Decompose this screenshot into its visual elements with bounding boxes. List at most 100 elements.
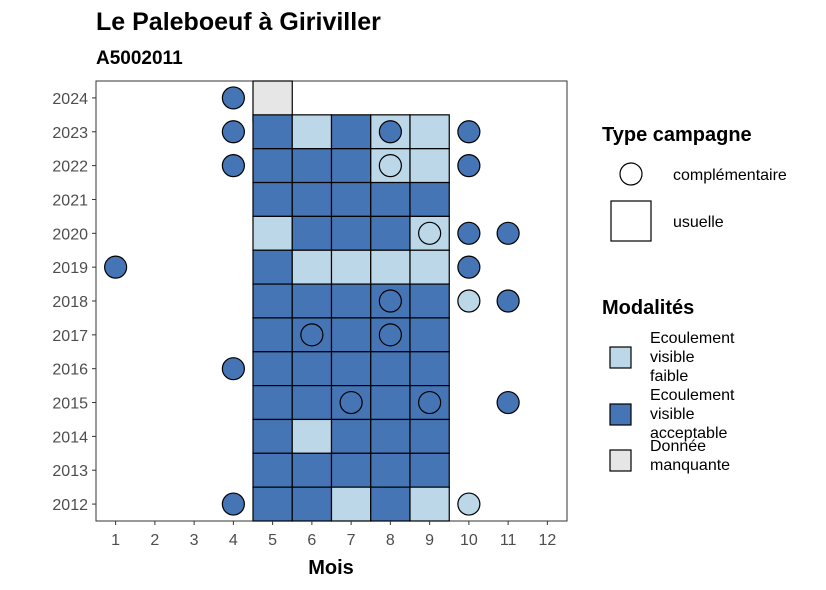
chart-subtitle: A5002011	[96, 48, 183, 69]
legend-label-circle: complémentaire	[673, 167, 787, 184]
point-2019-1	[104, 255, 128, 279]
y-tick-label-2022: 2022	[52, 159, 88, 176]
x-tick-label-8: 8	[386, 532, 395, 549]
legend-label-line: Ecoulement	[650, 387, 735, 404]
y-tick-label-2021: 2021	[52, 192, 88, 209]
x-tick-label-6: 6	[307, 532, 316, 549]
tiles-layer	[252, 80, 450, 522]
tile-2016-9	[409, 351, 450, 387]
tile-2014-8	[370, 418, 411, 454]
tile-2019-7	[330, 249, 372, 285]
tile-2014-9	[409, 418, 450, 454]
tile-2012-9	[409, 486, 450, 522]
legend-modalites: Modalités Ecoulement visible faibleEcoulem…	[602, 297, 735, 474]
legend-label-line: acceptable	[650, 425, 727, 442]
point-2015-11	[496, 390, 520, 415]
chart-title: Le Paleboeuf à Giriviller	[96, 8, 381, 36]
legend-label-square: usuelle	[673, 214, 724, 231]
legend-swatch-faible	[609, 346, 632, 369]
y-tick-label-2019: 2019	[52, 260, 88, 277]
tile-2023-9	[409, 114, 450, 150]
legend-label-acceptable: Ecoulement visible acceptable	[650, 387, 735, 442]
tile-2019-6	[291, 249, 333, 285]
y-axis: 2012 2013 2014 2015 2016 2017 2018 2019 2020 2021…	[52, 91, 96, 514]
tile-2019-5	[252, 249, 293, 285]
tile-2018-6	[291, 283, 333, 319]
tile-2017-7	[330, 317, 372, 353]
point-2012-10	[457, 492, 481, 516]
tile-2022-6	[291, 148, 333, 184]
point-2015-7	[339, 390, 363, 415]
tile-2022-5	[252, 148, 293, 184]
tile-2016-7	[330, 351, 372, 387]
points-layer	[104, 86, 520, 516]
point-2022-10	[457, 154, 481, 178]
y-tick-label-2020: 2020	[52, 226, 88, 243]
tile-2021-8	[370, 181, 411, 217]
legend-label-line: Donnée	[650, 438, 706, 455]
legend-label-line: manquante	[650, 457, 730, 474]
x-tick-label-9: 9	[425, 532, 434, 549]
point-2017-8	[378, 323, 402, 347]
tile-2016-6	[291, 351, 333, 387]
tile-2021-6	[291, 181, 333, 217]
point-2019-10	[457, 255, 481, 279]
point-2016-4	[221, 357, 245, 381]
tile-2012-7	[330, 486, 372, 522]
y-tick-label-2023: 2023	[52, 125, 88, 142]
y-tick-label-2012: 2012	[52, 497, 88, 514]
x-tick-label-10: 10	[460, 532, 478, 549]
tile-2013-6	[291, 452, 333, 488]
legend-swatch-acceptable	[609, 403, 632, 426]
x-tick-label-7: 7	[347, 532, 356, 549]
legend-label-line: faible	[650, 368, 688, 385]
tile-2016-5	[252, 351, 293, 387]
point-2017-6	[300, 323, 324, 347]
legend-key-square	[610, 200, 652, 242]
tile-2014-7	[330, 418, 372, 454]
tile-2015-8	[370, 385, 411, 421]
tile-2022-7	[330, 148, 372, 184]
tile-2016-8	[370, 351, 411, 387]
legend-swatch-manquante	[609, 449, 632, 472]
tile-2012-5	[252, 486, 293, 522]
tile-2017-9	[409, 317, 450, 353]
tile-2023-6	[291, 114, 333, 150]
legend-key-circle	[619, 162, 643, 186]
point-2015-9	[418, 390, 442, 415]
point-2023-10	[457, 120, 481, 144]
tile-2023-5	[252, 114, 293, 150]
legend-label-line: visible	[650, 349, 695, 366]
tile-2021-7	[330, 181, 372, 217]
tile-2023-7	[330, 114, 372, 150]
tile-2015-5	[252, 385, 293, 421]
y-tick-label-2015: 2015	[52, 396, 88, 413]
x-tick-label-3: 3	[190, 532, 199, 549]
x-axis-title: Mois	[308, 557, 354, 579]
tile-2013-9	[409, 452, 450, 488]
tile-2020-8	[370, 215, 411, 251]
legend-modalites-title: Modalités	[602, 297, 694, 319]
tile-2018-7	[330, 283, 372, 319]
legend-label-faible: Ecoulement visible faible	[650, 330, 735, 385]
point-2020-11	[496, 221, 520, 245]
point-2022-4	[221, 154, 245, 178]
point-2018-8	[378, 289, 402, 313]
legend-label-line: Ecoulement	[650, 330, 735, 347]
tile-2017-5	[252, 317, 293, 353]
tile-2022-9	[409, 148, 450, 184]
point-2018-10	[457, 289, 481, 313]
x-tick-label-4: 4	[229, 532, 238, 549]
y-tick-label-2017: 2017	[52, 328, 88, 345]
tile-2018-9	[409, 283, 450, 319]
tile-2013-7	[330, 452, 372, 488]
y-tick-label-2016: 2016	[52, 362, 88, 379]
point-2020-10	[457, 221, 481, 245]
legend-campagne-title: Type campagne	[602, 124, 752, 146]
y-tick-label-2018: 2018	[52, 294, 88, 311]
point-2022-8	[378, 154, 402, 178]
point-2012-4	[221, 492, 245, 516]
point-2023-4	[221, 120, 245, 144]
